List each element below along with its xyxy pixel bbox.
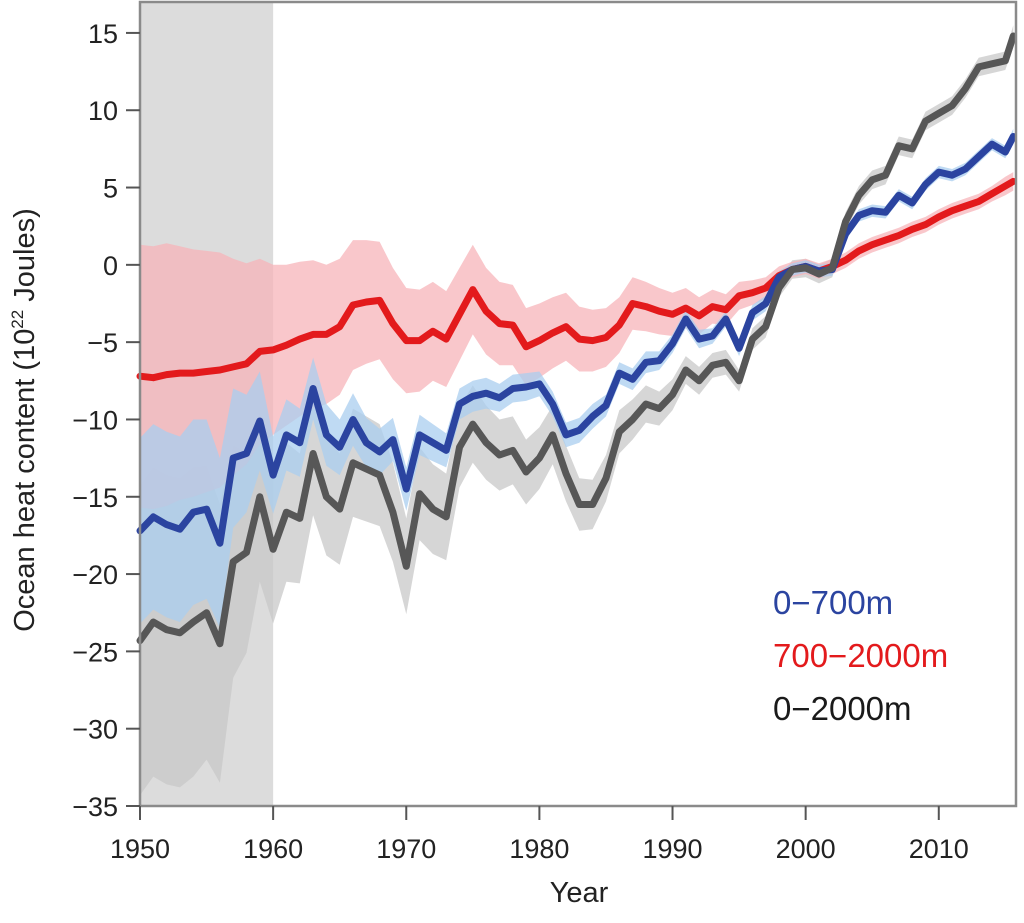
plot-frame (138, 0, 1018, 808)
y-axis-title-superscript: 22 (8, 310, 27, 329)
x-tick-label: 1950 (110, 834, 170, 864)
x-tick-label: 2000 (776, 834, 836, 864)
y-tick-label: −20 (72, 560, 118, 590)
y-tick-label: 5 (103, 174, 118, 204)
y-tick-label: −15 (72, 483, 118, 513)
y-tick-label: −25 (72, 637, 118, 667)
x-axis-ticks: 1950 1960 1970 1980 1990 2000 2010 (110, 806, 969, 864)
line-700-2000m (136, 177, 1017, 382)
y-tick-label: 0 (103, 251, 118, 281)
x-tick-label: 1960 (243, 834, 303, 864)
y-axis-ticks: 15 10 5 0 −5 −10 −15 −20 −25 −30 −35 (72, 19, 140, 822)
legend-label-0-2000m: 0−2000m (773, 690, 912, 727)
x-axis-title: Year (550, 877, 609, 909)
y-axis-title: Ocean heat content (1022 Joules) (8, 208, 41, 632)
y-axis-title-main: Ocean heat content (10 (9, 329, 41, 632)
y-tick-label: 15 (88, 19, 118, 49)
y-tick-label: −35 (72, 792, 118, 822)
y-tick-label: −10 (72, 405, 118, 435)
x-tick-label: 1980 (509, 834, 569, 864)
x-tick-label: 1970 (376, 834, 436, 864)
legend: 0−700m 700−2000m 0−2000m (773, 584, 948, 727)
y-tick-label: 10 (88, 96, 118, 126)
legend-label-0-700m: 0−700m (773, 584, 893, 621)
y-axis-title-tail: Joules) (9, 208, 41, 310)
legend-label-700-2000m: 700−2000m (773, 637, 948, 674)
x-tick-label: 1990 (642, 834, 702, 864)
series-lines (136, 32, 1017, 648)
line-0-2000m (136, 32, 1017, 648)
y-tick-label: −30 (72, 715, 118, 745)
line-0-700m (136, 133, 1017, 547)
band-0-700m (140, 128, 1014, 629)
x-tick-label: 2010 (909, 834, 969, 864)
y-tick-label: −5 (87, 328, 118, 358)
